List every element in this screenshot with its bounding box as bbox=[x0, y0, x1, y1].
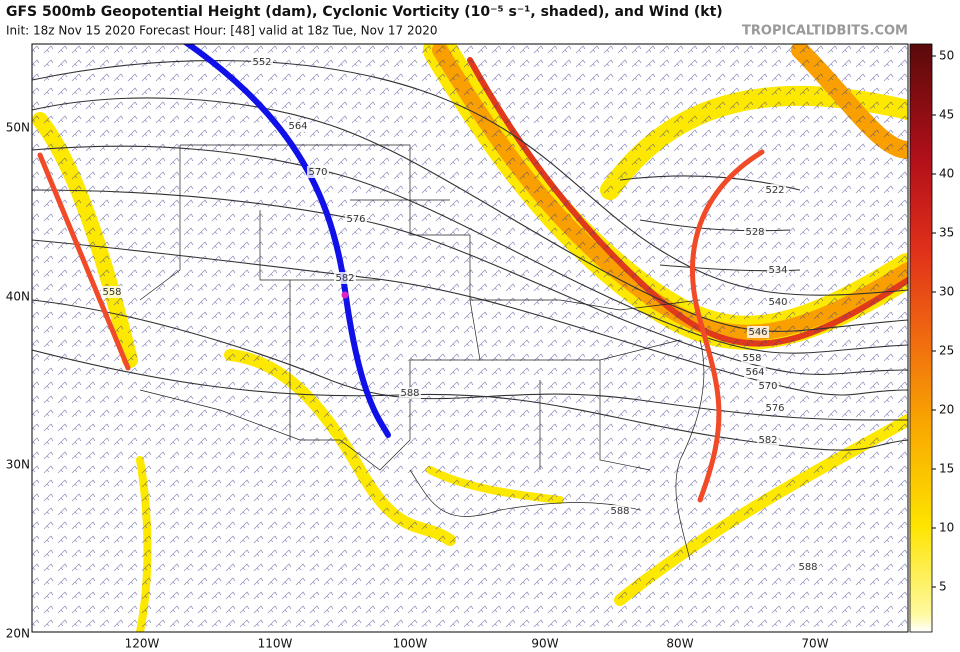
contour-label: 540 bbox=[768, 297, 787, 308]
contour-label: 522 bbox=[765, 185, 784, 196]
colorbar-tick-label: 40 bbox=[939, 167, 954, 181]
contour-label-bg bbox=[744, 366, 766, 378]
colorbar-tick-label: 50 bbox=[939, 49, 954, 63]
marker bbox=[341, 291, 349, 299]
lon-label: 110W bbox=[258, 637, 293, 651]
contour-label-bg bbox=[757, 434, 779, 446]
contour-label-bg bbox=[767, 296, 789, 308]
contour-label: 528 bbox=[745, 227, 764, 238]
contour-label-bg bbox=[764, 184, 786, 196]
lat-label: 20N bbox=[6, 627, 30, 641]
ridge-axis-east bbox=[690, 149, 765, 503]
colorbar-tick-label: 25 bbox=[939, 344, 954, 358]
lon-label: 120W bbox=[125, 637, 160, 651]
lon-label: 90W bbox=[531, 637, 558, 651]
borders bbox=[139, 144, 705, 561]
lon-label: 80W bbox=[666, 637, 693, 651]
contour-label: 558 bbox=[102, 287, 121, 298]
contour-label: 588 bbox=[798, 562, 817, 573]
map-frame bbox=[31, 43, 909, 633]
axes: 50N 40N 30N 20N 120W 110W 100W 90W 80W 70W 5 10 15 20… bbox=[6, 49, 955, 651]
contour-label-bg bbox=[287, 120, 309, 132]
contour-label: 576 bbox=[346, 214, 365, 225]
lat-label: 50N bbox=[6, 121, 30, 135]
colorbar-tick-label: 30 bbox=[939, 285, 954, 299]
contour-label-bg bbox=[747, 326, 769, 338]
ridge-axis-west bbox=[37, 152, 131, 371]
contour-label-bg bbox=[334, 272, 356, 284]
contour-labels: 552 564 570 576 582 558 588 588 588 522 528 534 540 5… bbox=[101, 56, 819, 573]
contour-label-bg bbox=[609, 505, 631, 517]
contour-label: 564 bbox=[288, 121, 307, 132]
contour-label-bg bbox=[757, 380, 779, 392]
contour-label-bg bbox=[345, 213, 367, 225]
contour-label: 546 bbox=[748, 327, 767, 338]
contour-label-bg bbox=[307, 166, 329, 178]
colorbar-tick-label: 15 bbox=[939, 462, 954, 476]
contour-label-bg bbox=[797, 561, 819, 573]
trough-axis bbox=[182, 44, 391, 438]
contour-label: 552 bbox=[252, 57, 271, 68]
contour-label: 570 bbox=[308, 167, 327, 178]
lat-label: 30N bbox=[6, 458, 30, 472]
contour-label-bg bbox=[741, 352, 763, 364]
lat-label: 40N bbox=[6, 290, 30, 304]
contour-label-bg bbox=[101, 286, 123, 298]
contour-label-bg bbox=[744, 226, 766, 238]
map: 552 564 570 576 582 558 588 588 588 522 528 534 540 5… bbox=[32, 44, 908, 632]
contour-label: 558 bbox=[742, 353, 761, 364]
contour-label: 564 bbox=[745, 367, 764, 378]
contour-label: 588 bbox=[400, 388, 419, 399]
colorbar-tick-label: 5 bbox=[939, 580, 947, 594]
colorbar-tick-label: 35 bbox=[939, 226, 954, 240]
contour-label: 570 bbox=[758, 381, 777, 392]
contour-label-bg bbox=[764, 402, 786, 414]
contour-label: 534 bbox=[768, 265, 787, 276]
subtitle: Init: 18z Nov 15 2020 Forecast Hour: [48… bbox=[6, 24, 437, 38]
contour-label-bg bbox=[399, 387, 421, 399]
lon-label: 100W bbox=[393, 637, 428, 651]
contour-label: 582 bbox=[758, 435, 777, 446]
contour-label-bg bbox=[251, 56, 273, 68]
colorbar-tick-label: 45 bbox=[939, 108, 954, 122]
contour-label: 582 bbox=[335, 273, 354, 284]
watermark: TROPICALTIDBITS.COM bbox=[742, 24, 908, 39]
colorbar-tick-label: 20 bbox=[939, 403, 954, 417]
contour-label-bg bbox=[767, 264, 789, 276]
lon-label: 70W bbox=[801, 637, 828, 651]
contour-label: 576 bbox=[765, 403, 784, 414]
contour-label: 588 bbox=[610, 506, 629, 517]
colorbar-tick-label: 10 bbox=[939, 521, 954, 535]
title: GFS 500mb Geopotential Height (dam), Cyc… bbox=[6, 4, 723, 20]
colorbar bbox=[909, 43, 933, 633]
